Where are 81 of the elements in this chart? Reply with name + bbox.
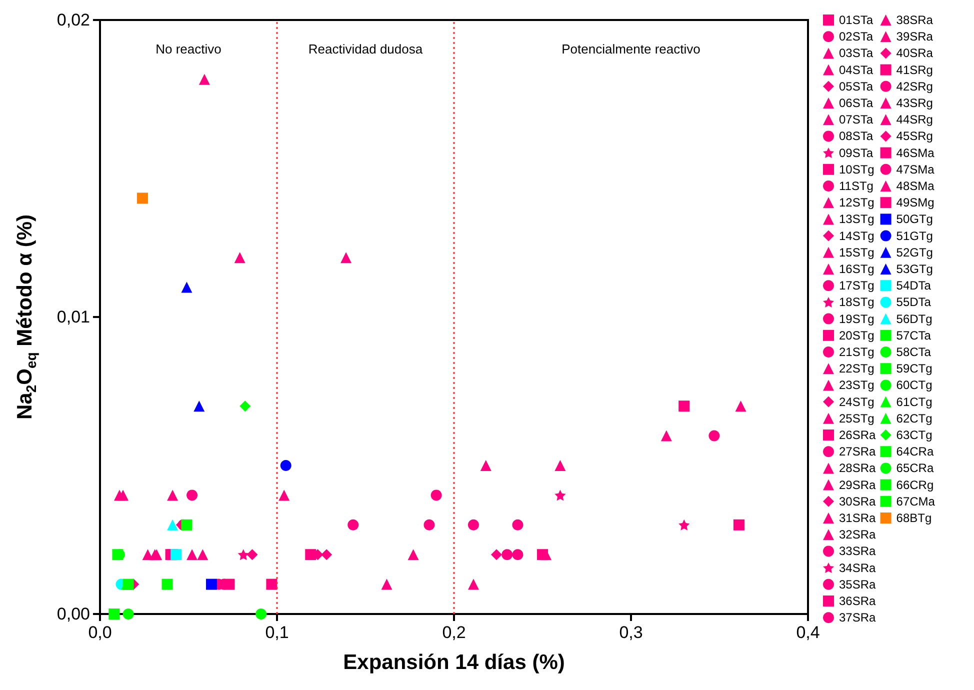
legend-label: 66CRg — [896, 478, 934, 492]
legend-label: 24STg — [839, 394, 874, 409]
legend-label: 57CTa — [896, 328, 932, 342]
legend-label: 30SRa — [839, 494, 876, 508]
legend-label: 06STa — [839, 96, 874, 110]
legend-label: 32SRa — [839, 528, 876, 542]
legend-label: 64CRa — [896, 444, 934, 459]
legend-label: 68BTg — [896, 511, 932, 525]
legend-label: 63CTg — [896, 428, 932, 442]
legend-label: 52GTg — [896, 245, 933, 260]
legend-label: 56DTg — [896, 312, 932, 326]
legend-label: 21STg — [839, 345, 874, 359]
legend-label: 55DTa — [896, 295, 932, 310]
legend-label: 02STa — [839, 30, 874, 44]
legend-label: 10STg — [839, 162, 874, 176]
legend-label: 03STa — [839, 46, 874, 60]
y-tick-label: 0,00 — [56, 604, 90, 624]
legend-label: 62CTg — [896, 411, 932, 426]
legend-label: 01STa — [839, 13, 874, 27]
legend-label: 49SMg — [896, 196, 934, 210]
legend-label: 42SRg — [896, 79, 933, 94]
legend-label: 07STa — [839, 112, 874, 127]
legend-label: 35SRa — [839, 577, 876, 592]
legend-label: 45SRg — [896, 129, 933, 144]
legend-label: 46SMa — [896, 146, 935, 160]
y-tick-label: 0,01 — [56, 308, 90, 326]
legend-label: 41SRg — [896, 62, 933, 77]
legend-label: 05STa — [839, 79, 874, 94]
legend-label: 59CTg — [896, 362, 932, 376]
y-axis-title: Na2Oeq Método α (%) — [14, 214, 39, 420]
legend-label: 26SRa — [839, 428, 876, 442]
x-axis-title: Expansión 14 días (%) — [343, 651, 565, 674]
legend-label: 11STg — [839, 179, 874, 193]
legend-label: 18STg — [839, 295, 874, 310]
legend-label: 27SRa — [839, 444, 876, 459]
legend-label: 29SRa — [839, 478, 876, 492]
legend-label: 33SRa — [839, 544, 876, 558]
legend-label: 65CRa — [896, 461, 934, 476]
annotation: Potencialmente reactivo — [562, 42, 700, 56]
legend-label: 08STa — [839, 129, 874, 144]
legend-label: 61CTg — [896, 394, 932, 409]
x-tick-label: 0,3 — [619, 623, 643, 642]
x-tick-label: 0,1 — [265, 623, 289, 642]
legend-label: 04STa — [839, 62, 874, 77]
legend-label: 53GTg — [896, 262, 933, 276]
legend-label: 51GTg — [896, 228, 933, 243]
legend-label: 23STg — [839, 378, 874, 392]
legend-label: 25STg — [839, 411, 874, 426]
x-tick-label: 0,2 — [442, 623, 466, 642]
legend-label: 22STg — [839, 362, 874, 376]
legend-label: 12STg — [839, 196, 874, 210]
legend-label: 47SMa — [896, 162, 935, 176]
legend-label: 36SRa — [839, 594, 876, 608]
legend-label: 14STg — [839, 228, 874, 243]
legend-label: 16STg — [839, 262, 874, 276]
legend-label: 38SRa — [896, 13, 934, 27]
legend-label: 58CTa — [896, 345, 932, 359]
legend-label: 19STg — [839, 312, 874, 326]
legend-label: 15STg — [839, 245, 874, 260]
legend-label: 67CMa — [896, 494, 936, 508]
legend-label: 28SRa — [839, 461, 876, 476]
legend-label: 17STg — [839, 278, 874, 293]
legend-label: 48SMa — [896, 179, 935, 193]
legend-label: 54DTa — [896, 278, 932, 293]
legend-label: 60CTg — [896, 378, 932, 392]
legend-label: 50GTg — [896, 212, 933, 226]
x-tick-label: 0,0 — [88, 623, 112, 642]
legend-label: 31SRa — [839, 511, 876, 525]
x-tick-label: 0,4 — [796, 623, 820, 642]
legend-label: 39SRa — [896, 30, 934, 44]
legend-label: 13STg — [839, 212, 874, 226]
legend-label: 20STg — [839, 328, 874, 342]
legend-label: 40SRa — [896, 46, 934, 60]
y-tick-label: 0,02 — [56, 10, 90, 30]
annotation: No reactivo — [156, 42, 222, 56]
legend-label: 34SRa — [839, 560, 876, 575]
legend-label: 43SRg — [896, 96, 933, 110]
legend-label: 09STa — [839, 146, 874, 160]
legend-label: 37SRa — [839, 610, 876, 625]
legend-label: 44SRg — [896, 112, 933, 127]
annotation: Reactividad dudosa — [308, 42, 424, 56]
